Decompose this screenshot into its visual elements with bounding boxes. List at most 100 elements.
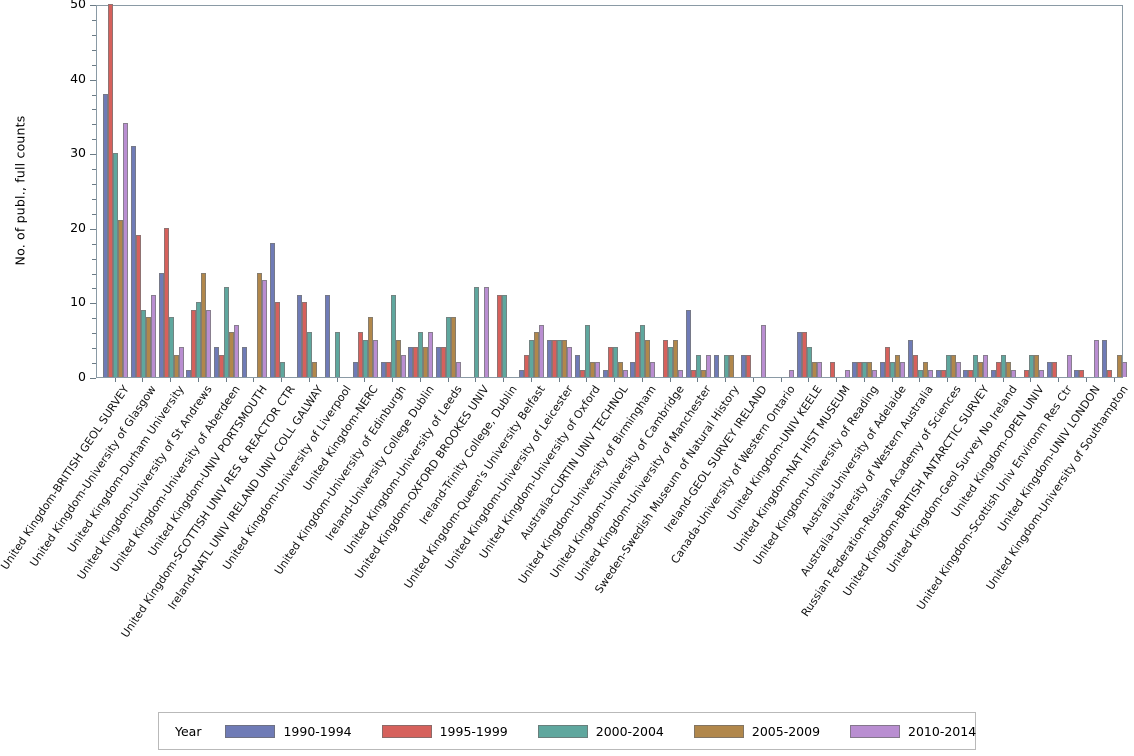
legend-items: 1990-1994 1995-1999 2000-2004 2005-2009 2010… (225, 724, 1006, 739)
x-tick (142, 378, 144, 382)
y-tick-label: 0 (78, 369, 86, 384)
bar (302, 302, 308, 377)
bar-groups-container (97, 4, 1127, 377)
x-tick (558, 378, 560, 382)
y-tick-minor (92, 139, 96, 141)
y-tick-major (90, 228, 96, 230)
legend-item[interactable]: 2000-2004 (537, 724, 664, 739)
x-tick (114, 378, 116, 382)
bar (261, 280, 267, 377)
bar (983, 354, 989, 377)
bar-group (685, 6, 714, 377)
bar (1001, 354, 1006, 377)
bar (158, 272, 164, 377)
bar-group (963, 6, 991, 377)
bar-group (741, 6, 769, 377)
bar-group (796, 6, 825, 377)
bar (524, 354, 530, 377)
bar (256, 272, 262, 377)
bar (685, 309, 691, 377)
bar (352, 362, 358, 377)
bar (857, 362, 863, 377)
bar-group (547, 6, 575, 377)
bar (741, 354, 747, 377)
bar (428, 332, 434, 377)
bar (829, 362, 835, 377)
bar (1102, 339, 1107, 377)
legend-label: 1995-1999 (439, 723, 508, 739)
bar (700, 369, 706, 377)
bar (234, 324, 239, 377)
bar (584, 324, 590, 377)
bar-group (630, 6, 658, 377)
x-tick (503, 378, 505, 382)
bar (562, 339, 567, 377)
bar (135, 235, 141, 377)
y-tick-minor (92, 198, 96, 200)
y-tick-label: 40 (70, 70, 86, 86)
bar (307, 332, 313, 377)
bar (673, 339, 678, 377)
bar-group (241, 6, 270, 377)
y-tick-minor (92, 273, 96, 275)
bar-group (880, 6, 908, 377)
bar (844, 369, 850, 377)
bar (650, 362, 656, 377)
bar (594, 362, 600, 377)
bar (501, 294, 507, 377)
bar (789, 369, 794, 377)
y-tick-major (90, 154, 96, 156)
bar-group (158, 6, 187, 377)
bar (816, 362, 822, 377)
bar-group (1102, 6, 1130, 377)
y-tick-minor (92, 94, 96, 96)
bar (483, 287, 489, 377)
bar (441, 347, 446, 377)
x-tick (225, 378, 227, 382)
bar (224, 287, 229, 377)
bar (635, 332, 641, 377)
bar (446, 317, 451, 377)
legend-item[interactable]: 1990-1994 (225, 724, 352, 739)
y-tick-minor (92, 348, 96, 350)
bar (140, 309, 146, 377)
bar (178, 347, 184, 377)
y-tick-minor (92, 184, 96, 186)
legend-item[interactable]: 2010-2014 (850, 724, 976, 739)
bar (617, 362, 623, 377)
bar (978, 362, 984, 377)
bar (108, 4, 113, 377)
bar (640, 324, 646, 377)
plot-area (96, 4, 1127, 378)
bar (895, 354, 900, 377)
bar-group (408, 6, 436, 377)
bar (867, 362, 873, 377)
legend-item[interactable]: 2005-2009 (693, 724, 820, 739)
bar-group (825, 6, 853, 377)
legend-label: 2010-2014 (908, 723, 977, 739)
x-tick (641, 378, 643, 382)
bar (678, 369, 683, 377)
bar (880, 362, 885, 377)
bar (196, 302, 202, 377)
y-tick-label: 50 (70, 0, 86, 11)
bar (663, 339, 668, 377)
y-tick-minor (92, 34, 96, 36)
x-tick (364, 378, 366, 382)
bar (630, 362, 636, 377)
legend-title: Year (175, 723, 202, 739)
bar (922, 362, 928, 377)
legend-item[interactable]: 1995-1999 (381, 723, 508, 739)
y-axis-ticks: 0 10 20 30 40 50 (0, 0, 96, 384)
bar (574, 354, 580, 377)
bar (113, 153, 118, 377)
bar (418, 332, 424, 377)
x-tick (419, 378, 421, 382)
x-tick (614, 378, 616, 382)
bar-group (436, 6, 464, 377)
bar (534, 332, 540, 377)
bar (362, 339, 368, 377)
bar (890, 362, 895, 377)
x-tick (1113, 378, 1115, 382)
bar (168, 317, 174, 377)
